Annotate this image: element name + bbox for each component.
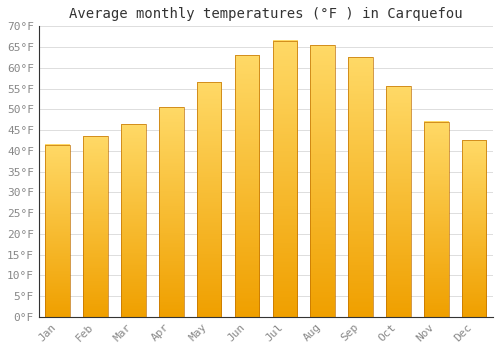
Bar <box>121 124 146 317</box>
Bar <box>46 145 70 317</box>
Bar <box>348 57 373 317</box>
Title: Average monthly temperatures (°F ) in Carquefou: Average monthly temperatures (°F ) in Ca… <box>69 7 462 21</box>
Bar <box>84 136 108 317</box>
Bar <box>159 107 184 317</box>
Bar <box>310 45 335 317</box>
Bar <box>272 41 297 317</box>
Bar <box>386 86 410 317</box>
Bar <box>462 140 486 317</box>
Bar <box>234 55 260 317</box>
Bar <box>197 82 222 317</box>
Bar <box>424 122 448 317</box>
